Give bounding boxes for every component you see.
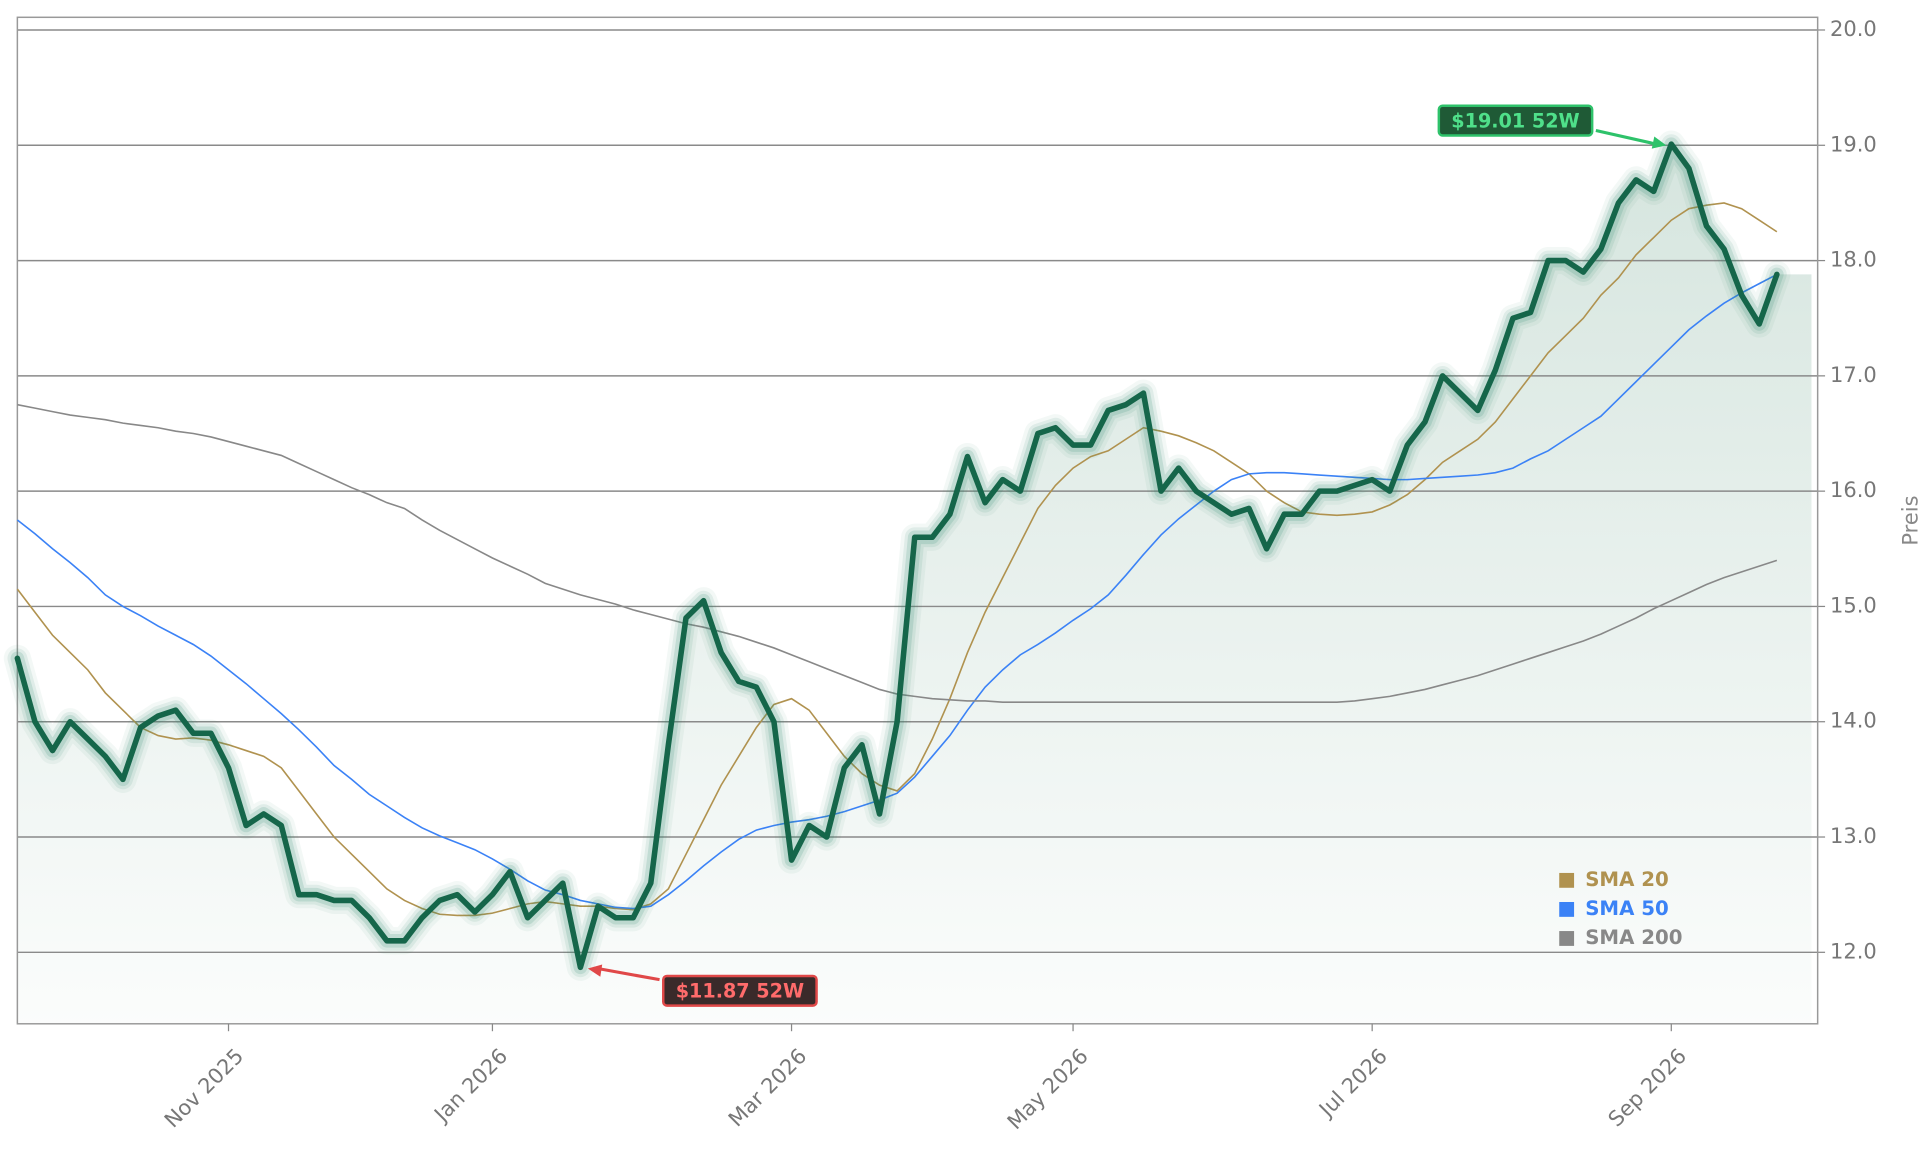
low-annotation-arrowhead [587,964,603,977]
legend-label: SMA 200 [1585,926,1682,949]
x-tick-label: Nov 2025 [159,1043,248,1132]
y-tick-label: 18.0 [1830,247,1877,272]
high-annotation-text: $19.01 52W [1451,109,1579,132]
legend: SMA 20 SMA 50 SMA 200 [1559,868,1683,949]
sma-line [16,202,1778,917]
x-tick-label: Jul 2026 [1312,1043,1392,1123]
legend-swatch [1559,872,1575,888]
y-tick-label: 14.0 [1830,708,1877,733]
y-tick-label: 15.0 [1830,592,1877,617]
y-tick-label: 12.0 [1830,938,1877,963]
price-area [17,144,1812,1024]
low-annotation-arrow [597,967,660,982]
x-tick-label: Sep 2026 [1603,1043,1691,1131]
low-annotation: $11.87 52W [587,964,818,1007]
low-annotation-box [662,974,818,1007]
high-annotation-box [1437,104,1594,137]
x-tick-label: May 2026 [1002,1043,1093,1134]
x-tick-label: Jan 2026 [428,1043,512,1127]
high-annotation: $19.01 52W [1437,104,1667,149]
sma-line [16,273,1778,910]
y-tick-label: 17.0 [1830,362,1877,387]
y-tick-label: 20.0 [1830,16,1877,41]
legend-label: SMA 20 [1585,868,1669,891]
y-axis-label: Preis [1898,495,1923,545]
high-annotation-arrow [1595,129,1657,146]
y-tick-label: 13.0 [1830,823,1877,848]
high-annotation-arrowhead [1651,136,1667,149]
low-annotation-text: $11.87 52W [676,980,804,1003]
y-tick-label: 19.0 [1830,131,1877,156]
legend-label: SMA 50 [1585,897,1669,920]
legend-swatch [1559,901,1575,917]
x-tick-label: Mar 2026 [723,1043,811,1131]
price-line [14,141,1780,971]
y-tick-label: 16.0 [1830,477,1877,502]
legend-swatch [1559,931,1575,946]
